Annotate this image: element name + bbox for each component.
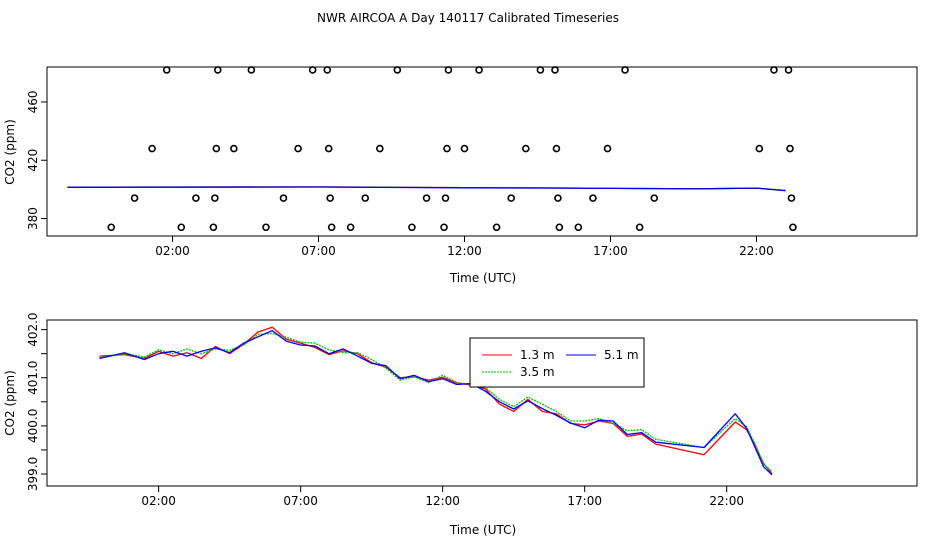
- y-tick-label: 401.0: [26, 361, 40, 395]
- flag-point: [770, 66, 778, 74]
- flag-point: [361, 194, 370, 202]
- x-tick-label: 07:00: [283, 494, 318, 508]
- flag-point: [621, 66, 629, 74]
- panel1-x-axis-label: Time (UTC): [449, 271, 516, 285]
- x-tick-label: 17:00: [593, 244, 628, 258]
- flag-point: [107, 223, 116, 232]
- flag-point: [324, 144, 333, 153]
- flag-point: [460, 144, 469, 153]
- panel1-y-axis: 380 420 460: [26, 91, 47, 230]
- legend-label-1-3m: 1.3 m: [520, 348, 555, 362]
- flag-point: [787, 194, 796, 202]
- flag-point: [326, 194, 334, 202]
- flag-point: [475, 66, 483, 74]
- flag-point: [211, 194, 219, 202]
- flag-point: [789, 223, 797, 232]
- y-tick-label: 402.0: [26, 312, 40, 346]
- y-tick-label: 399.0: [26, 457, 40, 491]
- flag-point: [650, 194, 659, 202]
- series-line-2: [67, 186, 786, 192]
- flag-point: [130, 194, 139, 202]
- panel2-series-lines: [99, 326, 773, 476]
- panel1-flag-points: [107, 66, 797, 232]
- legend-label-5-1m: 5.1 m: [604, 348, 639, 362]
- series-line-3-5-m: [99, 332, 773, 473]
- panel1-plot-frame: [46, 66, 918, 237]
- flag-point: [589, 194, 597, 202]
- flag-point: [177, 223, 186, 232]
- x-tick-label: 02:00: [155, 244, 190, 258]
- flag-point: [308, 66, 317, 74]
- x-tick-label: 22:00: [709, 494, 744, 508]
- flag-point: [784, 66, 793, 74]
- y-tick-label: 400.0: [26, 409, 40, 443]
- panel1-x-axis: 02:00 07:00 12:00 17:00 22:00: [155, 236, 774, 258]
- legend-label-3-5m: 3.5 m: [520, 365, 555, 379]
- flag-point: [408, 223, 416, 232]
- figure-title: NWR AIRCOA A Day 140117 Calibrated Times…: [317, 11, 619, 25]
- flag-point: [247, 66, 256, 74]
- flag-point: [444, 66, 453, 74]
- flag-point: [213, 66, 222, 74]
- legend-item-1-3m: 1.3 m: [482, 348, 555, 362]
- flag-point: [212, 144, 221, 153]
- x-tick-label: 22:00: [739, 244, 774, 258]
- x-tick-label: 07:00: [301, 244, 336, 258]
- x-tick-label: 12:00: [425, 494, 460, 508]
- panel2-y-axis: 399.0 400.0 401.0 402.0: [26, 312, 47, 491]
- y-tick-label: 460: [26, 91, 40, 114]
- flag-point: [209, 223, 218, 232]
- legend-item-3-5m: 3.5 m: [482, 365, 555, 379]
- y-tick-label: 380: [26, 207, 40, 230]
- flag-point: [492, 223, 501, 232]
- flag-point: [192, 194, 200, 202]
- panel2-legend: 1.3 m 3.5 m 5.1 m: [469, 337, 645, 388]
- flag-point: [393, 66, 402, 74]
- flag-point: [148, 144, 156, 153]
- x-tick-label: 17:00: [567, 494, 602, 508]
- flag-point: [574, 223, 583, 232]
- flag-point: [294, 144, 302, 153]
- panel1-series-lines: [67, 186, 786, 192]
- flag-point: [441, 194, 450, 202]
- flag-point: [440, 223, 448, 232]
- flag-point: [376, 144, 384, 153]
- flag-point: [603, 144, 612, 153]
- flag-point: [346, 223, 355, 232]
- flag-point: [279, 194, 288, 202]
- panel2-x-axis: 02:00 07:00 12:00 17:00 22:00: [141, 486, 744, 508]
- x-tick-label: 02:00: [141, 494, 176, 508]
- flag-point: [551, 66, 559, 74]
- flag-point: [554, 194, 562, 202]
- panel-co2-heights: 02:00 07:00 12:00 17:00 22:00 399.0 400.0 401.…: [3, 312, 918, 537]
- flag-point: [536, 66, 545, 74]
- flag-point: [507, 194, 515, 202]
- flag-point: [162, 66, 171, 74]
- series-line-5-1-m: [99, 329, 773, 476]
- series-line-1-3-m: [99, 326, 773, 475]
- y-tick-label: 420: [26, 149, 40, 172]
- flag-point: [422, 194, 431, 202]
- x-tick-label: 12:00: [447, 244, 482, 258]
- flag-point: [555, 223, 564, 232]
- legend-item-5-1m: 5.1 m: [566, 348, 639, 362]
- flag-point: [635, 223, 644, 232]
- flag-point: [755, 144, 764, 153]
- flag-point: [552, 144, 561, 153]
- flag-point: [327, 223, 336, 232]
- flag-point: [230, 144, 238, 153]
- flag-point: [521, 144, 530, 153]
- panel-co2-flags: 02:00 07:00 12:00 17:00 22:00 380 420 460 Time…: [3, 66, 918, 285]
- flag-point: [323, 66, 332, 74]
- panel2-plot-frame: [46, 319, 918, 487]
- panel1-y-axis-label: CO2 (ppm): [3, 119, 17, 185]
- panel2-y-axis-label: CO2 (ppm): [3, 370, 17, 436]
- flag-point: [262, 223, 270, 232]
- panel2-x-axis-label: Time (UTC): [449, 523, 516, 537]
- legend-box: [469, 337, 645, 388]
- flag-point: [443, 144, 451, 153]
- flag-point: [786, 144, 794, 153]
